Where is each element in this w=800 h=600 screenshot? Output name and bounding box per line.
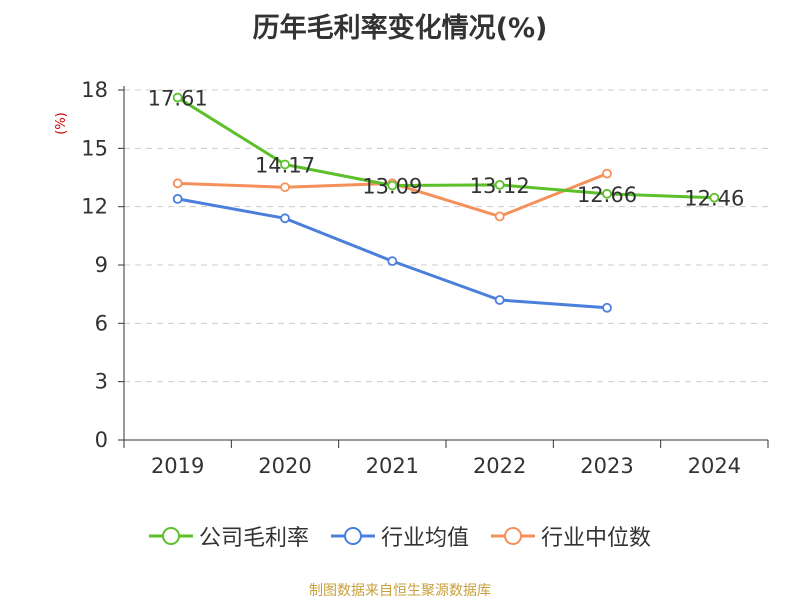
data-label: 12.46 [684,187,744,211]
data-point-1 [280,213,290,224]
y-tick-label: 18 [81,78,108,102]
data-label: 13.12 [470,174,530,198]
data-label: 17.61 [148,87,208,111]
x-tick-label: 2022 [473,454,526,478]
data-source-note: 制图数据来自恒生聚源数据库 [309,583,491,599]
data-point-2 [494,211,505,222]
data-point-2 [172,178,183,189]
legend-marker-company [148,527,193,545]
y-tick-label: 6 [95,311,108,335]
x-tick-label: 2019 [151,454,204,478]
data-point-0 [172,92,183,103]
data-point-2 [280,182,290,193]
legend-label-industry-median: 行业中位数 [541,526,652,551]
legend-item-industry-median[interactable]: 行业中位数 [491,520,651,552]
data-point-0 [709,192,720,203]
data-point-0 [602,188,612,199]
y-tick-label: 3 [95,370,108,394]
series-line-0 [176,96,715,200]
data-label: 14.17 [255,153,315,177]
data-point-1 [494,295,505,305]
chart-title: 历年毛利率变化情况(%) [252,13,548,44]
legend-item-company[interactable]: 公司毛利率 [148,520,309,552]
y-tick-label: 15 [81,136,108,160]
data-point-0 [494,179,505,190]
data-label: 12.66 [577,183,637,207]
series-line-1 [177,197,608,310]
x-tick-label: 2024 [688,454,741,478]
legend-item-industry-average[interactable]: 行业均值 [330,520,469,552]
data-point-1 [602,302,612,313]
data-point-0 [387,180,398,191]
data-point-1 [172,193,183,204]
legend: 公司毛利率 行业均值 行业中位数 [0,520,800,552]
data-point-1 [387,256,398,267]
data-point-2 [602,168,612,179]
legend-label-industry-average: 行业均值 [380,526,469,551]
data-label: 13.09 [362,174,422,198]
x-tick-label: 2023 [580,454,633,478]
x-tick-label: 2021 [366,454,419,478]
y-tick-label: 0 [95,428,108,452]
x-tick-label: 2020 [258,454,311,478]
data-point-0 [280,159,290,170]
y-tick-label: 12 [81,195,108,219]
legend-marker-industry-average [330,527,375,545]
legend-label-company: 公司毛利率 [198,526,309,551]
legend-marker-industry-median [491,527,535,545]
line-chart: 0 3 6 9 12 15 18 2019 2020 2021 2022 2023 2024 17.61 1… [81,78,769,478]
y-tick-label: 9 [95,253,108,277]
